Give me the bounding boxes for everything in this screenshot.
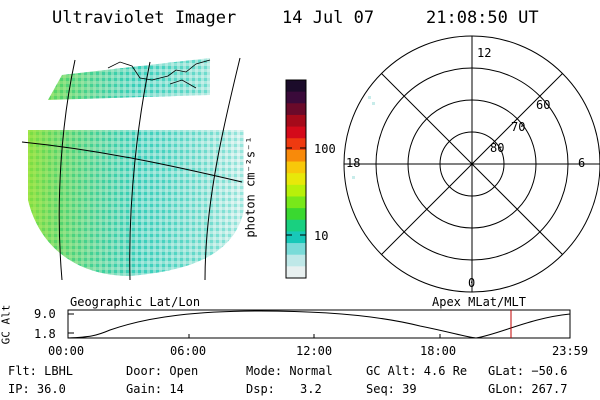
gc-alt-readout: GC Alt: 4.6 Re [366,364,468,378]
time-tick: 23:59 [552,344,589,358]
colorbar-segment [286,91,306,104]
colorbar-ticks [286,147,306,236]
colorbar-segment [286,196,306,209]
time-tick: 00:00 [48,344,85,358]
dsp-label: Dsp: [246,382,275,396]
date-label: 14 Jul 07 [282,8,375,28]
colorbar-segment [286,208,306,221]
lat-grid-line [21,141,243,183]
altitude-ytick-bottom: 1.8 [34,327,56,341]
colorbar-segment [286,173,306,186]
altitude-plot [67,309,571,339]
mlt-label-18: 18 [346,156,361,170]
polar-speckle [352,96,375,179]
filter-readout: Flt: LBHL [8,364,74,378]
mode-readout: Mode: Normal [246,364,333,378]
altitude-ylabel: GC Alt [0,304,13,345]
colorbar-segment [286,80,306,93]
mlt-label-12: 12 [477,46,492,60]
lon-grid-line [204,57,241,281]
time-label: 21:08:50 UT [426,8,539,28]
colorbar-segment [286,126,306,139]
colorbar-tick-100: 100 [314,142,336,156]
colorbar-segment [286,243,306,256]
colorbar [285,79,307,279]
time-tick: 18:00 [420,344,457,358]
colorbar-segment [286,161,306,174]
dsp-value: 3.2 [300,382,322,396]
colorbar-tick-10: 10 [314,229,329,243]
gain-readout: Gain: 14 [126,382,184,396]
coastline [107,59,211,81]
time-tick: 12:00 [296,344,333,358]
lat-label-60: 60 [536,98,551,112]
colorbar-unit-label: photon cm⁻²s⁻¹ [243,136,258,238]
lat-label-70: 70 [511,120,526,134]
colorbar-segment [286,149,306,163]
lon-grid-line [129,61,151,281]
colorbar-segment [286,114,306,128]
altitude-ytick-top: 9.0 [34,307,56,321]
right-panel-label: Apex MLat/MLT [432,295,526,309]
colorbar-segment [286,231,306,244]
colorbar-segment [286,219,306,233]
door-readout: Door: Open [126,364,199,378]
uv-image [21,57,244,281]
mlt-label-0: 0 [468,276,476,290]
colorbar-segment [286,184,306,198]
altitude-curve [67,310,571,339]
colorbar-frame [285,79,307,279]
colorbar-segment [286,103,306,116]
left-panel-label: Geographic Lat/Lon [70,295,201,309]
app-title: Ultraviolet Imager [52,8,237,28]
glat-readout: GLat: −50.6 [488,364,568,378]
glon-readout: GLon: 267.7 [488,382,568,396]
colorbar-segment [286,254,306,267]
colorbar-segment [286,266,306,279]
colorbar-segment [286,138,306,151]
time-tick: 06:00 [170,344,207,358]
ip-readout: IP: 36.0 [8,382,66,396]
polar-plot [343,35,600,293]
lon-grid-line [58,59,76,281]
mlt-label-6: 6 [578,156,586,170]
lat-label-80: 80 [490,141,505,155]
seq-readout: Seq: 39 [366,382,417,396]
